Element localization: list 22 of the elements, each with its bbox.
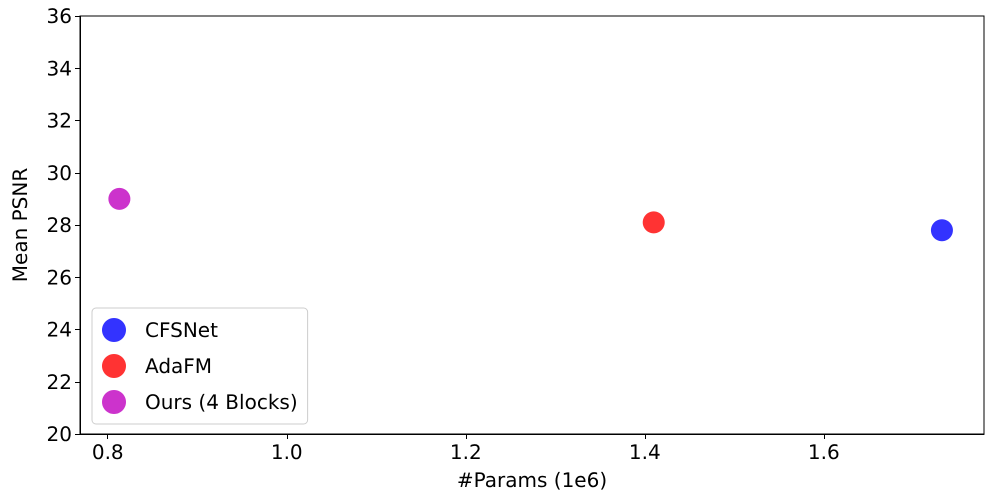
x-axis-title: #Params (1e6) [456, 468, 608, 492]
y-tick-label: 28 [46, 213, 72, 237]
x-tick-label: 1.4 [628, 440, 661, 464]
x-tick-label: 1.6 [808, 440, 840, 464]
y-tick-label: 36 [46, 4, 72, 28]
legend-label: Ours (4 Blocks) [145, 390, 298, 414]
y-tick-label: 22 [46, 370, 72, 394]
legend-label: CFSNet [145, 318, 218, 342]
point [642, 211, 665, 234]
point [930, 219, 953, 242]
x-tick-label: 1.0 [270, 440, 303, 464]
legend-label: AdaFM [145, 354, 212, 378]
y-tick-label: 34 [46, 56, 72, 80]
y-tick-label: 32 [46, 108, 72, 132]
y-tick-label: 24 [46, 318, 72, 342]
y-axis-title: Mean PSNR [8, 168, 32, 282]
x-tick-label: 1.2 [450, 440, 482, 464]
y-tick-label: 20 [46, 422, 72, 446]
y-tick-label: 30 [46, 160, 72, 185]
point [108, 188, 130, 210]
x-tick-label: 0.8 [92, 440, 124, 464]
y-tick-label: 26 [46, 265, 72, 290]
